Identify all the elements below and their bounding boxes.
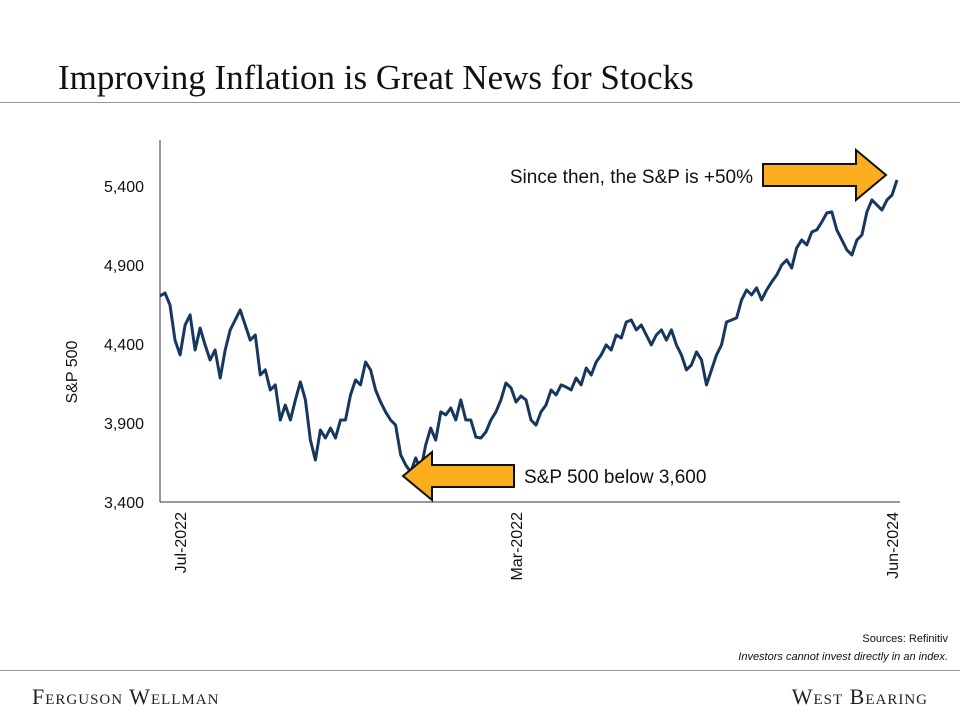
x-tick-label: Jul-2022	[173, 512, 190, 573]
sp500-line	[159, 179, 899, 474]
right-arrow-icon	[762, 147, 888, 203]
x-tick-label: Jun-2024	[885, 512, 902, 579]
annotation-bottom-text: S&P 500 below 3,600	[524, 467, 706, 488]
x-tick-label: Mar-2022	[509, 512, 526, 581]
annotation-top: Since then, the S&P is +50%	[510, 147, 888, 203]
sp500-chart: 3,400 3,900 4,400 4,900 5,400 Jul-2022 Mar-202…	[64, 140, 902, 580]
y-tick-label: 4,400	[104, 337, 144, 354]
disclaimer: Investors cannot invest directly in an i…	[738, 651, 948, 663]
footer-divider	[0, 670, 960, 671]
header-divider	[0, 102, 960, 103]
y-tick-label: 3,900	[104, 416, 144, 433]
y-tick-label: 4,900	[104, 258, 144, 275]
left-arrow-icon	[401, 449, 515, 503]
y-axis-label: S&P 500	[64, 340, 81, 403]
annotation-top-text: Since then, the S&P is +50%	[510, 167, 753, 188]
axes: 3,400 3,900 4,400 4,900 5,400 Jul-2022 Mar-202…	[104, 140, 902, 580]
west-bearing-logo: West Bearing	[791, 684, 928, 709]
page-title: Improving Inflation is Great News for St…	[58, 58, 694, 97]
ferguson-wellman-logo: Ferguson Wellman	[32, 684, 220, 709]
y-tick-label: 3,400	[104, 495, 144, 512]
y-tick-label: 5,400	[104, 179, 144, 196]
annotation-bottom: S&P 500 below 3,600	[401, 449, 706, 503]
sources-note: Sources: Refinitiv	[862, 633, 948, 645]
